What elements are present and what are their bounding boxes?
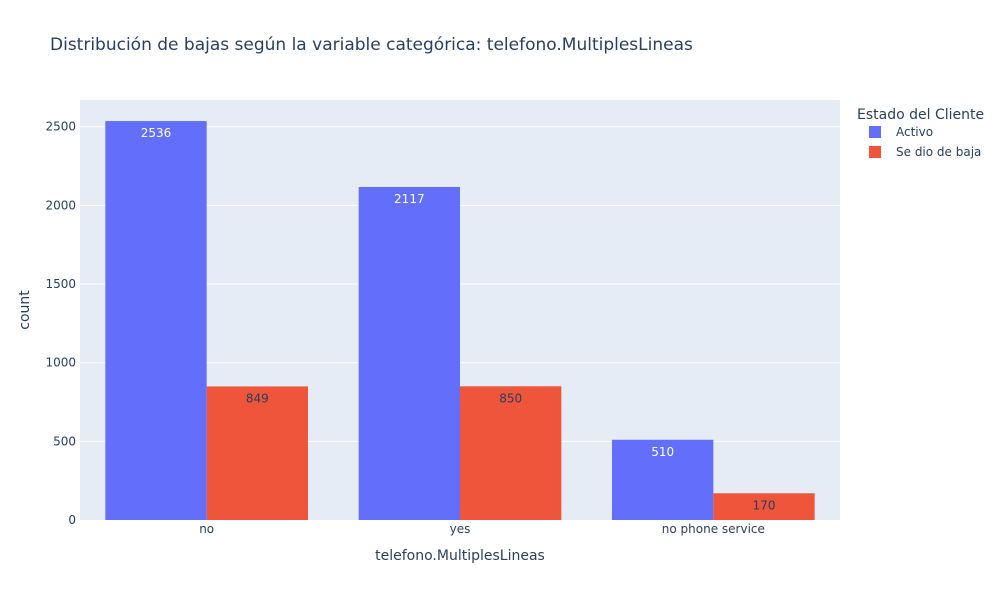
y-tick-label: 0	[68, 513, 76, 527]
bar-se-dio-de-baja-no-phone-service[interactable]	[713, 493, 815, 520]
legend-item-activo[interactable]: Activo	[869, 125, 933, 139]
x-tick-label: no phone service	[662, 522, 765, 536]
bar-activo-no[interactable]	[105, 121, 207, 521]
x-axis-ticks: no yes no phone service	[199, 522, 765, 536]
bar-value-label: 510	[651, 445, 674, 459]
y-tick-label: 2000	[45, 198, 76, 212]
legend-item-se-dio-de-baja[interactable]: Se dio de baja	[869, 145, 981, 159]
bar-activo-yes[interactable]	[358, 186, 460, 520]
x-axis-title: telefono.MultiplesLineas	[375, 548, 545, 564]
bar-value-label: 2536	[141, 126, 172, 140]
y-tick-label: 1500	[45, 277, 76, 291]
y-axis-ticks: 0 500 1000 1500 2000 2500	[45, 120, 76, 527]
x-tick-label: yes	[450, 522, 471, 536]
legend-swatch	[869, 146, 881, 158]
bar-value-label: 850	[499, 391, 522, 405]
bar-labels: 2536 849 2117 850 510 170	[141, 126, 776, 512]
bars	[105, 121, 815, 521]
legend-title: Estado del Cliente	[857, 107, 984, 123]
bar-value-label: 2117	[394, 192, 425, 206]
bar-activo-no-phone-service[interactable]	[612, 439, 714, 520]
y-tick-label: 500	[53, 434, 76, 448]
bar-se-dio-de-baja-yes[interactable]	[460, 386, 562, 520]
legend-label: Activo	[896, 125, 933, 139]
bar-value-label: 170	[753, 498, 776, 512]
bar-value-label: 849	[246, 391, 269, 405]
legend[interactable]: Estado del Cliente Activo Se dio de baja	[857, 107, 984, 159]
x-tick-label: no	[199, 522, 214, 536]
y-tick-label: 1000	[45, 356, 76, 370]
bar-se-dio-de-baja-no[interactable]	[206, 386, 308, 520]
legend-swatch	[869, 126, 881, 138]
y-axis-title: count	[17, 290, 33, 330]
legend-label: Se dio de baja	[896, 145, 981, 159]
y-tick-label: 2500	[45, 120, 76, 134]
chart-title: Distribución de bajas según la variable …	[50, 35, 693, 55]
